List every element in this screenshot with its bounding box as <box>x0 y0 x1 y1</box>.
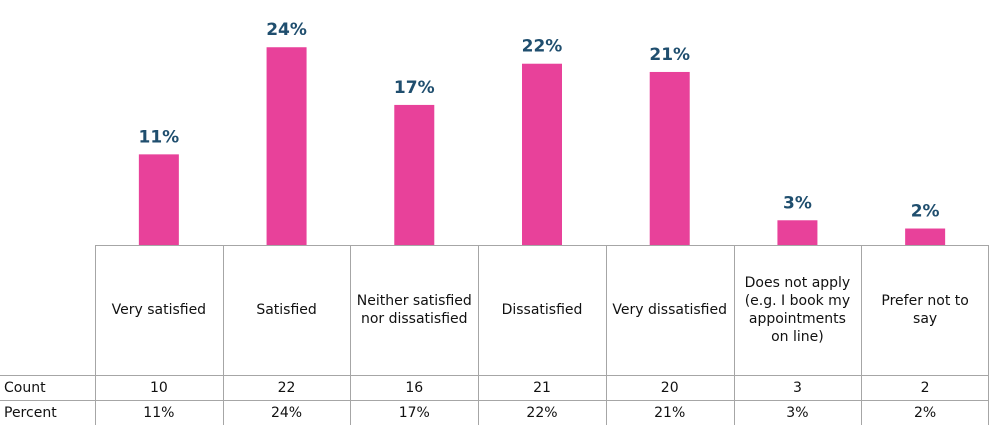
grid-line <box>733 245 735 425</box>
row-label: Count <box>4 379 46 396</box>
chart: 11% 24% 17% 22% 21% 3% 2% <box>138 20 946 246</box>
table-cell: 22 <box>277 379 296 396</box>
table-cell: 21% <box>654 404 686 421</box>
grid-line <box>95 245 989 246</box>
row-label: Percent <box>4 404 57 421</box>
table-cell: 21 <box>533 379 551 396</box>
bar <box>266 47 307 245</box>
grid-line <box>605 245 607 425</box>
category-label: Satisfied <box>256 302 317 318</box>
category-label: Dissatisfied <box>501 302 583 318</box>
bar <box>649 71 690 246</box>
category-label: Very dissatisfied <box>612 302 727 318</box>
grid-line <box>0 400 989 401</box>
table-cell: 2 <box>920 379 930 396</box>
value-label: 17% <box>394 78 435 98</box>
category-label: Very satisfied <box>111 302 207 318</box>
table-cell: 11% <box>143 404 175 421</box>
category-label: Does not apply (e.g. I book my appointme… <box>744 275 851 345</box>
table-cell: 22% <box>526 404 558 421</box>
value-label: 21% <box>649 45 690 65</box>
bar <box>394 104 435 245</box>
grid-line <box>861 245 863 425</box>
grid-line <box>478 245 480 425</box>
bar <box>777 220 818 245</box>
table-cell: 3% <box>786 404 809 421</box>
table-cell: 24% <box>270 404 303 421</box>
value-label: 24% <box>266 20 307 40</box>
bar <box>522 63 562 245</box>
table-cell: 2% <box>914 404 937 421</box>
grid-line <box>0 375 989 376</box>
table-cell: 17% <box>398 404 430 421</box>
grid-line <box>222 245 224 425</box>
category-label: Neither satisfied nor dissatisfied <box>356 293 472 327</box>
table-cell: 3 <box>792 379 802 396</box>
grid-line <box>350 245 352 425</box>
value-label: 22% <box>522 37 563 57</box>
value-label: 2% <box>911 202 940 222</box>
bar <box>138 154 179 245</box>
table-cell: 16 <box>405 379 424 396</box>
table-cell: 10 <box>149 379 168 396</box>
bar <box>905 228 946 245</box>
category-label: Prefer not to say <box>881 293 969 327</box>
grid-line <box>95 245 96 425</box>
table-cell: 20 <box>660 379 679 396</box>
value-label: 3% <box>783 193 812 213</box>
value-label: 11% <box>139 127 180 147</box>
